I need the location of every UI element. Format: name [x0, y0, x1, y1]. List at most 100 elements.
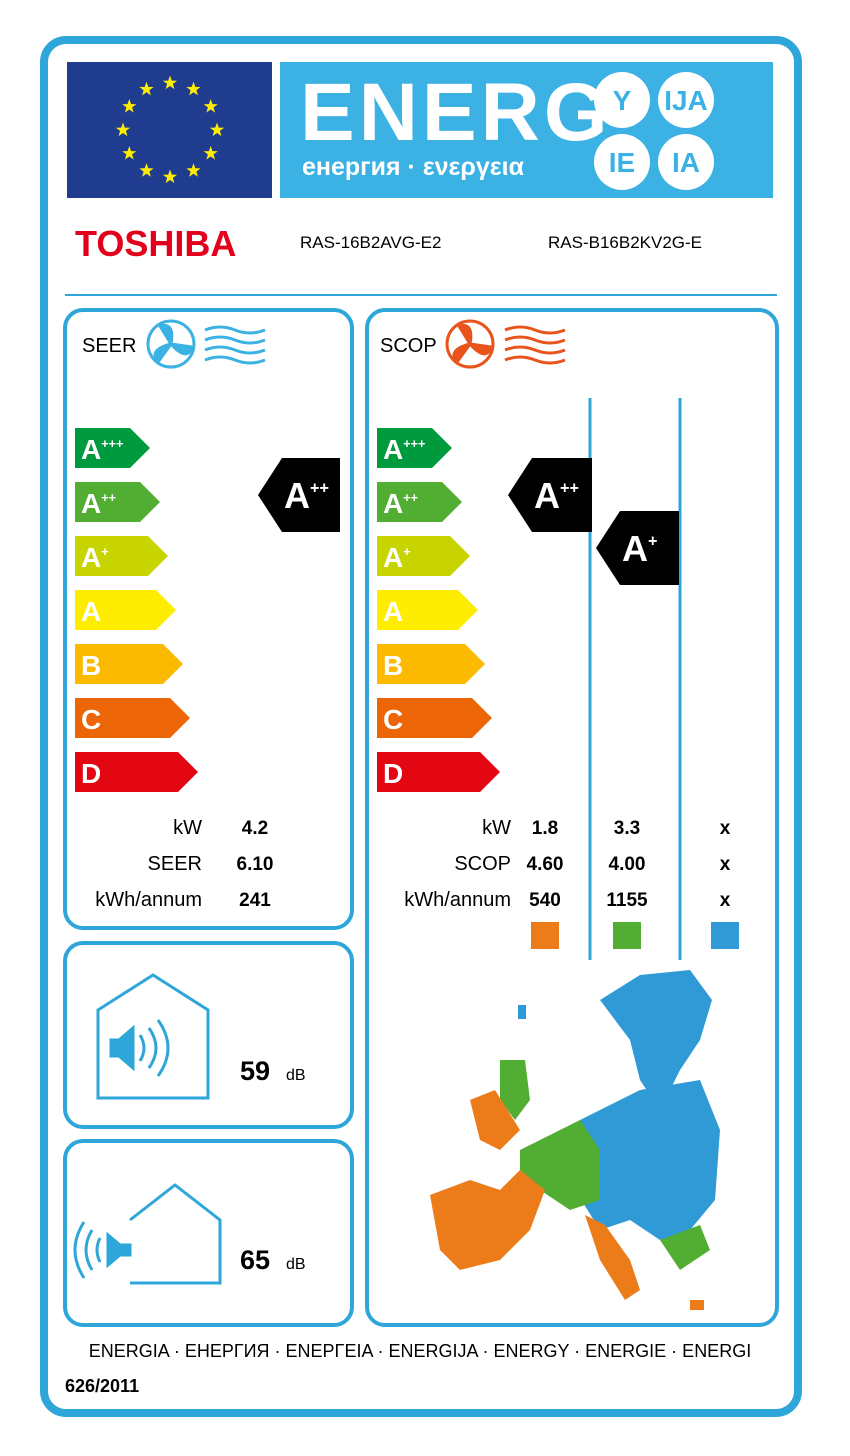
indoor-noise-unit: dB [286, 1067, 306, 1084]
suffix-badge [658, 72, 714, 128]
outdoor-noise-unit: dB [286, 1256, 306, 1273]
class-label: B [81, 650, 101, 681]
class-label: A++ [383, 488, 418, 519]
class-arrow [75, 644, 183, 684]
class-superscript: ++ [403, 491, 418, 505]
class-superscript: + [101, 545, 108, 559]
seer-row-value: 241 [239, 890, 271, 911]
brand: TOSHIBA [75, 223, 236, 264]
suffixes: Y IJA IE IA [594, 72, 714, 190]
model-indoor: RAS-16B2AVG-E2 [300, 233, 441, 252]
indoor-noise-panel [63, 941, 354, 1129]
class-arrow [377, 536, 470, 576]
star [122, 99, 137, 113]
seer-row-label: kW [173, 817, 202, 839]
class-letter: D [81, 758, 101, 789]
class-label: A+ [81, 542, 109, 573]
class-letter: C [383, 704, 403, 735]
zone-swatch [711, 922, 739, 949]
class-letter: B [383, 650, 403, 681]
seer-label: SEER [82, 335, 136, 357]
class-superscript: ++ [101, 491, 116, 505]
europe-map [430, 970, 720, 1310]
class-letter: A [534, 475, 560, 516]
star [139, 163, 154, 177]
seer-panel [63, 308, 354, 930]
class-superscript: +++ [403, 437, 425, 451]
class-label: A [383, 596, 403, 627]
class-arrow [75, 590, 176, 630]
star [203, 99, 218, 113]
class-label: A++ [284, 475, 329, 516]
class-arrow [75, 536, 168, 576]
class-letter: A [81, 596, 101, 627]
scop-row-label: kW [482, 817, 511, 839]
scop-row-value: x [720, 818, 731, 839]
scop-row-label: SCOP [454, 853, 511, 875]
class-arrow [377, 428, 452, 468]
suffix-badge [658, 134, 714, 190]
star [162, 75, 178, 90]
class-letter: A [383, 434, 403, 465]
star [122, 146, 137, 160]
class-superscript: ++ [310, 480, 329, 498]
seer-row-value: 4.2 [242, 818, 268, 839]
class-letter: D [383, 758, 403, 789]
rating-badge [508, 458, 592, 532]
class-label: B [383, 650, 403, 681]
class-superscript: ++ [560, 480, 579, 498]
scop-row-value: 4.00 [609, 854, 646, 875]
indoor-noise-icon [96, 973, 210, 1100]
class-arrow [75, 698, 190, 738]
zone-swatch [531, 922, 559, 949]
star [162, 169, 178, 184]
class-label: A+++ [81, 434, 123, 465]
star [186, 163, 201, 177]
class-label: D [383, 758, 403, 789]
scop-row-value: 4.60 [527, 854, 564, 875]
outdoor-noise-icon [73, 1183, 222, 1285]
suffix-badge [594, 72, 650, 128]
model-outdoor: RAS-B16B2KV2G-E [548, 233, 702, 252]
suffix-text: IA [672, 147, 700, 178]
class-arrow [377, 590, 478, 630]
scop-label: SCOP [380, 335, 437, 357]
class-arrow [377, 482, 462, 522]
class-letter: A [81, 434, 101, 465]
scop-row-value: 1155 [606, 890, 648, 911]
zone-swatch [613, 922, 641, 949]
seer-row-label: SEER [148, 853, 202, 875]
class-label: A+++ [383, 434, 425, 465]
class-label: A+ [622, 528, 657, 569]
class-label: A++ [534, 475, 579, 516]
class-superscript: + [648, 533, 657, 551]
suffix-text: IE [609, 147, 635, 178]
scop-row-label: kWh/annum [404, 889, 511, 911]
energy-word: ENERG [300, 67, 612, 158]
class-superscript: + [403, 545, 410, 559]
class-arrow [75, 752, 198, 792]
class-letter: B [81, 650, 101, 681]
class-arrow [377, 698, 492, 738]
class-letter: A [383, 488, 403, 519]
rating-badge [258, 458, 340, 532]
class-label: C [81, 704, 101, 735]
star [203, 146, 218, 160]
class-letter: A [383, 542, 403, 573]
heating-icon [445, 319, 566, 369]
class-label: C [383, 704, 403, 735]
class-letter: A [284, 475, 310, 516]
class-arrow [75, 428, 150, 468]
class-letter: A [81, 542, 101, 573]
class-letter: A [383, 596, 403, 627]
class-arrow [377, 644, 485, 684]
indoor-noise-value: 59 [240, 1056, 270, 1086]
suffix-text: IJA [664, 85, 708, 116]
class-label: A++ [81, 488, 116, 519]
star [115, 122, 131, 137]
class-label: A [81, 596, 101, 627]
seer-row-label: kWh/annum [95, 889, 202, 911]
class-letter: A [81, 488, 101, 519]
